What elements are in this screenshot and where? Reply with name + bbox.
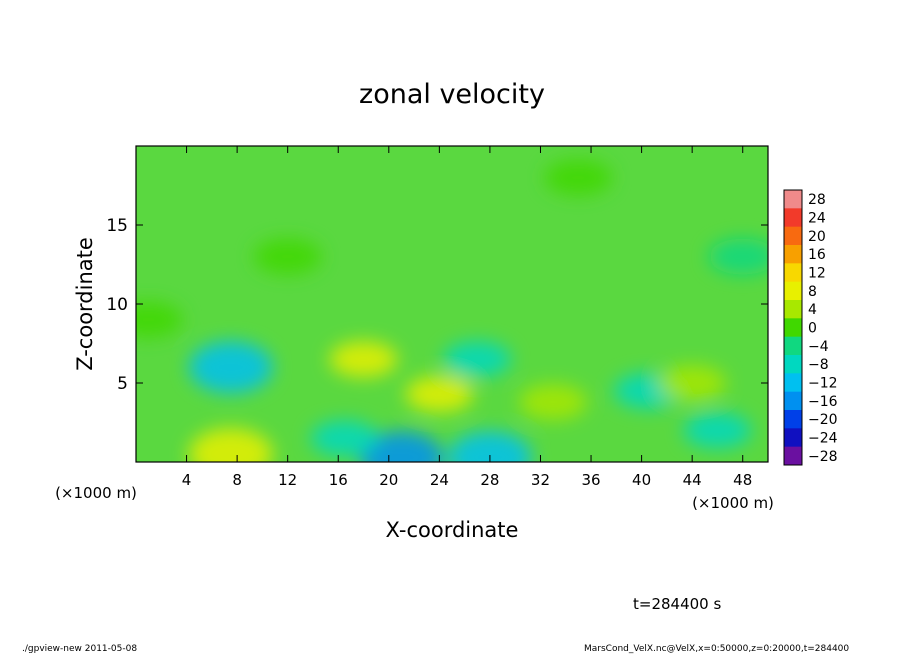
colorbar-segment bbox=[784, 373, 802, 393]
field-blob bbox=[329, 341, 398, 378]
velocity-field bbox=[136, 146, 768, 462]
x-tick-label: 44 bbox=[683, 471, 702, 489]
x-tick-label: 32 bbox=[531, 471, 550, 489]
field-blob bbox=[359, 431, 444, 462]
colorbar-label: 4 bbox=[808, 302, 817, 318]
colorbar-label: −28 bbox=[808, 449, 838, 465]
x-tick-label: 48 bbox=[733, 471, 752, 489]
x-tick-label: 28 bbox=[480, 471, 499, 489]
field-blob bbox=[708, 238, 768, 275]
colorbar-segment bbox=[784, 281, 802, 301]
x-tick-label: 4 bbox=[182, 471, 192, 489]
field-blob bbox=[405, 376, 474, 413]
x-tick-label: 36 bbox=[581, 471, 600, 489]
field-blob bbox=[443, 341, 512, 378]
colorbar-segment bbox=[784, 208, 802, 228]
colorbar-label: −12 bbox=[808, 376, 838, 392]
colorbar-label: −4 bbox=[808, 339, 829, 355]
chart-title: zonal velocity bbox=[359, 79, 545, 110]
colorbar: 28 24 20 16 12 8 4 0 −4 −8 −12 −16 −20 −24 −28 bbox=[783, 189, 838, 466]
colorbar-label: 8 bbox=[808, 284, 817, 300]
colorbar-label: −16 bbox=[808, 394, 838, 410]
colorbar-segment bbox=[784, 428, 802, 448]
field-background bbox=[136, 146, 768, 462]
x-tick-label: 8 bbox=[232, 471, 242, 489]
x-axis: 4 8 12 16 20 24 28 32 36 40 44 48 bbox=[182, 146, 752, 489]
x-unit-right: (×1000 m) bbox=[692, 494, 774, 512]
field-blob bbox=[544, 159, 613, 196]
field-blob bbox=[447, 431, 532, 462]
field-blob bbox=[310, 420, 379, 457]
colorbar-segment bbox=[784, 245, 802, 264]
x-tick-label: 20 bbox=[379, 471, 398, 489]
x-axis-label: X-coordinate bbox=[386, 518, 519, 542]
colorbar-segment bbox=[784, 410, 802, 429]
field-blob bbox=[519, 383, 588, 420]
field-blob bbox=[188, 341, 273, 394]
colorbar-segment bbox=[784, 318, 802, 338]
colorbar-label: −24 bbox=[808, 431, 838, 447]
field-blob bbox=[683, 412, 752, 449]
colorbar-segment bbox=[784, 391, 802, 411]
y-axis: 5 10 15 bbox=[106, 216, 768, 394]
x-tick-label: 16 bbox=[329, 471, 348, 489]
colorbar-segment bbox=[784, 263, 802, 283]
y-axis-label: Z-coordinate bbox=[73, 237, 97, 371]
x-tick-label: 24 bbox=[430, 471, 449, 489]
field-blob bbox=[658, 365, 727, 401]
colorbar-label: 28 bbox=[808, 192, 826, 208]
colorbar-label: 0 bbox=[808, 321, 817, 337]
field-blob bbox=[253, 238, 322, 275]
x-tick-label: 40 bbox=[632, 471, 651, 489]
x-unit-left: (×1000 m) bbox=[55, 484, 137, 502]
y-tick-label: 10 bbox=[106, 295, 128, 315]
colorbar-label: 24 bbox=[808, 211, 826, 227]
colorbar-frame bbox=[783, 189, 803, 466]
time-label: t=284400 s bbox=[633, 595, 721, 613]
colorbar-segment bbox=[784, 355, 802, 374]
colorbar-label: 12 bbox=[808, 266, 826, 282]
field-blob bbox=[188, 428, 273, 462]
y-tick-label: 5 bbox=[117, 374, 128, 394]
colorbar-segment bbox=[784, 300, 802, 319]
x-tick-label: 12 bbox=[278, 471, 297, 489]
colorbar-segment bbox=[784, 446, 802, 466]
colorbar-segment bbox=[784, 226, 802, 246]
colorbar-label: −20 bbox=[808, 412, 838, 428]
colorbar-label: −8 bbox=[808, 357, 829, 373]
footer-left: ./gpview-new 2011-05-08 bbox=[22, 644, 137, 654]
field-blob bbox=[136, 301, 183, 338]
footer-right: MarsCond_VelX.nc@VelX,x=0:50000,z=0:2000… bbox=[584, 644, 849, 654]
colorbar-label: 20 bbox=[808, 229, 826, 245]
colorbar-segment bbox=[784, 336, 802, 356]
colorbar-label: 16 bbox=[808, 247, 826, 263]
y-tick-label: 15 bbox=[106, 216, 128, 236]
colorbar-segment bbox=[784, 190, 802, 209]
